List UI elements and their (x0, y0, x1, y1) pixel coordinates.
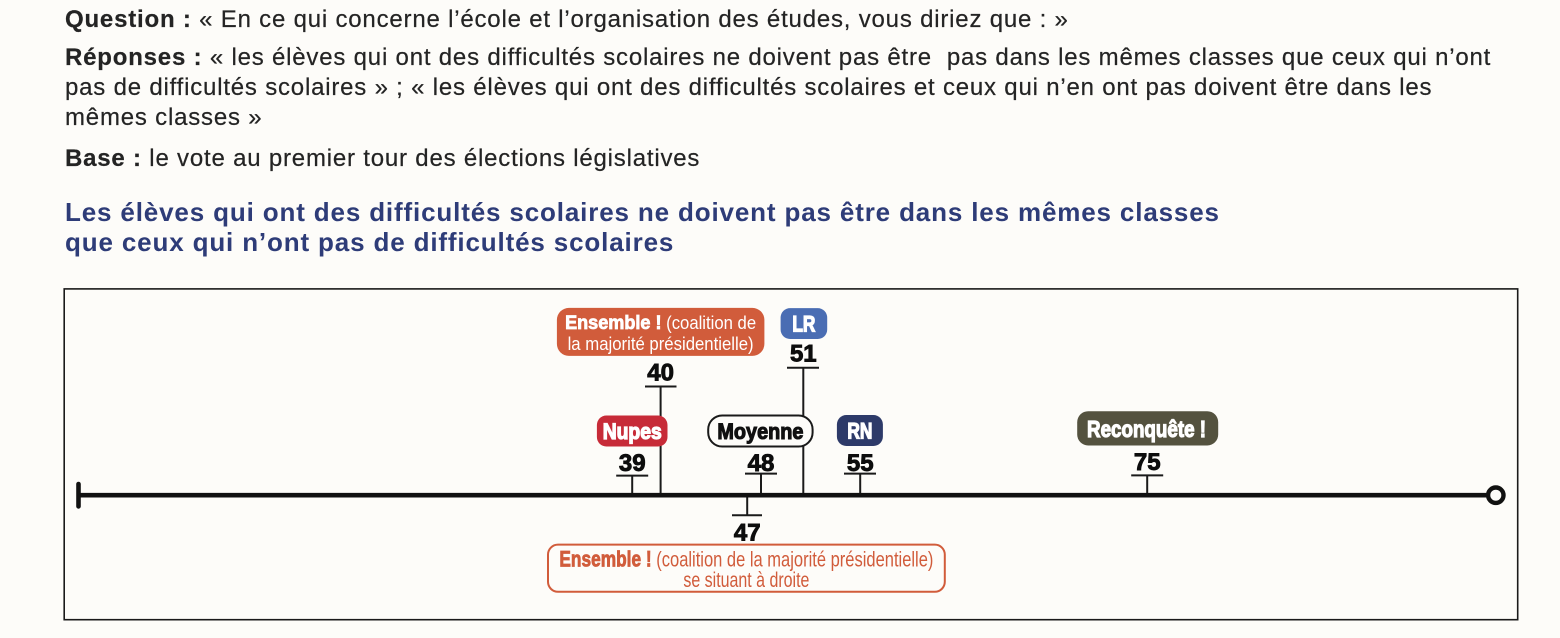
svg-text:75: 75 (1134, 449, 1161, 476)
svg-text:RN: RN (847, 419, 872, 444)
svg-text:55: 55 (847, 450, 874, 477)
svg-text:47: 47 (734, 519, 761, 546)
svg-text:Moyenne: Moyenne (717, 419, 803, 444)
svg-text:48: 48 (748, 450, 775, 477)
svg-text:Reconquête !: Reconquête ! (1087, 416, 1206, 442)
svg-text:la majorité présidentielle): la majorité présidentielle) (568, 333, 754, 354)
svg-text:39: 39 (619, 450, 646, 477)
svg-text:40: 40 (647, 359, 674, 386)
svg-text:51: 51 (790, 341, 817, 368)
svg-text:Ensemble ! (coalition de la ma: Ensemble ! (coalition de la majorité pré… (559, 547, 933, 572)
svg-text:se situant à droite: se situant à droite (683, 569, 809, 592)
svg-text:Nupes: Nupes (603, 419, 662, 444)
svg-text:LR: LR (792, 311, 815, 336)
svg-text:Ensemble ! (coalition de: Ensemble ! (coalition de (565, 312, 756, 334)
